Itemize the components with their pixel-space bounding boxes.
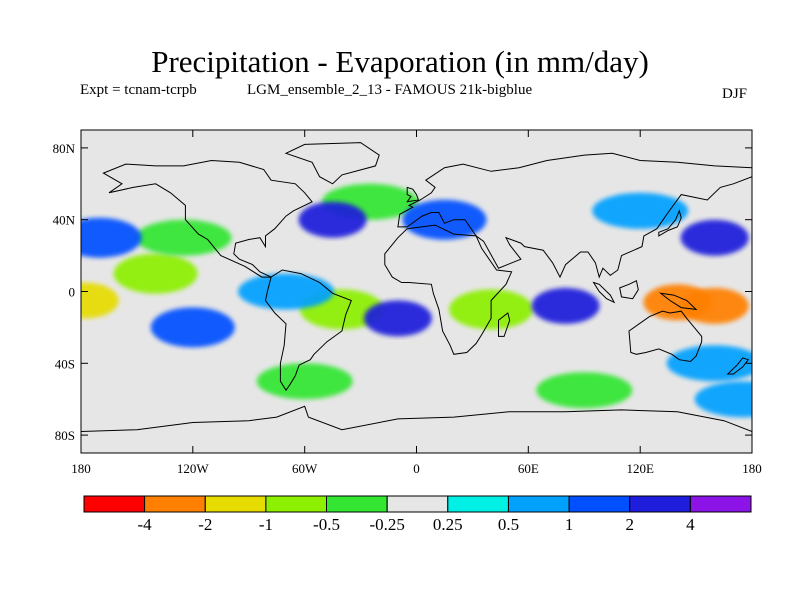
colorbar-swatch xyxy=(204,495,267,513)
x-tick-label: 120E xyxy=(626,461,654,476)
colorbar-label: -4 xyxy=(138,515,153,534)
pe-region xyxy=(135,219,232,256)
coastline-madagascar xyxy=(498,312,511,337)
coastline-north-america xyxy=(102,159,313,278)
pe-region xyxy=(81,217,142,258)
pe-region xyxy=(402,199,487,240)
colorbar-swatch xyxy=(326,495,388,513)
colorbar-label: 0.5 xyxy=(498,515,519,534)
y-tick-label: 0 xyxy=(69,285,76,300)
colorbar-label: 4 xyxy=(686,515,695,534)
colorbar-swatch xyxy=(629,495,691,513)
colorbar-swatch xyxy=(386,495,449,513)
pe-region xyxy=(592,192,689,229)
x-tick-label: 180 xyxy=(742,461,762,476)
coastline-new-zealand xyxy=(726,357,750,375)
coastline-new-guinea xyxy=(658,292,698,311)
pe-region xyxy=(113,253,198,294)
colorbar-swatch xyxy=(689,495,752,513)
x-tick-label: 0 xyxy=(413,461,420,476)
coastline-japan xyxy=(658,209,682,237)
pe-region xyxy=(182,390,279,427)
chart-title: Precipitation - Evaporation (in mm/day) xyxy=(151,44,649,79)
colorbar-swatch xyxy=(144,495,206,513)
colorbar-label: 2 xyxy=(625,515,634,534)
colorbar-label: -0.5 xyxy=(313,515,340,534)
run-label: LGM_ensemble_2_13 - FAMOUS 21k-bigblue xyxy=(247,82,533,98)
colorbar-label: -0.25 xyxy=(369,515,404,534)
colorbar-swatch xyxy=(83,495,146,513)
colorbar-label: 0.25 xyxy=(433,515,463,534)
coastline-sumatra xyxy=(592,281,616,304)
x-tick-label: 60E xyxy=(518,461,539,476)
colorbar-swatch xyxy=(508,495,570,513)
pe-region xyxy=(81,282,119,319)
coastline-south-america xyxy=(264,269,352,392)
colorbar-label: 1 xyxy=(565,515,574,534)
pe-region xyxy=(666,345,752,382)
pe-region xyxy=(536,372,633,409)
y-tick-label: 40S xyxy=(55,356,75,371)
pe-region xyxy=(256,363,353,400)
pe-region xyxy=(694,381,752,418)
pe-region xyxy=(531,287,600,324)
experiment-label: Expt = tcnam-tcrpb xyxy=(80,82,197,98)
colorbar-swatch xyxy=(265,495,327,513)
pe-region xyxy=(238,273,334,310)
coastline-borneo xyxy=(619,279,639,300)
x-tick-label: 180 xyxy=(71,461,91,476)
pe-region xyxy=(298,201,367,238)
colorbar-swatch xyxy=(568,495,631,513)
pe-region xyxy=(680,219,749,256)
y-tick-label: 40N xyxy=(53,213,76,228)
y-tick-label: 80S xyxy=(55,428,75,443)
colorbar-swatch xyxy=(447,495,509,513)
season-label: DJF xyxy=(722,86,748,102)
coastline-australia xyxy=(628,310,703,363)
coastline-africa xyxy=(384,224,513,355)
coastline-eurasia xyxy=(397,152,752,279)
y-tick-label: 80N xyxy=(53,141,76,156)
pe-region xyxy=(150,307,235,348)
coastline-uk xyxy=(406,186,420,203)
coastline-greenland xyxy=(284,142,380,185)
colorbar-label: -2 xyxy=(198,515,212,534)
colorbar-label: -1 xyxy=(259,515,273,534)
x-tick-label: 120W xyxy=(177,461,210,476)
x-tick-label: 60W xyxy=(292,461,318,476)
coastline-antarctica xyxy=(81,405,752,432)
pe-region xyxy=(363,300,432,337)
